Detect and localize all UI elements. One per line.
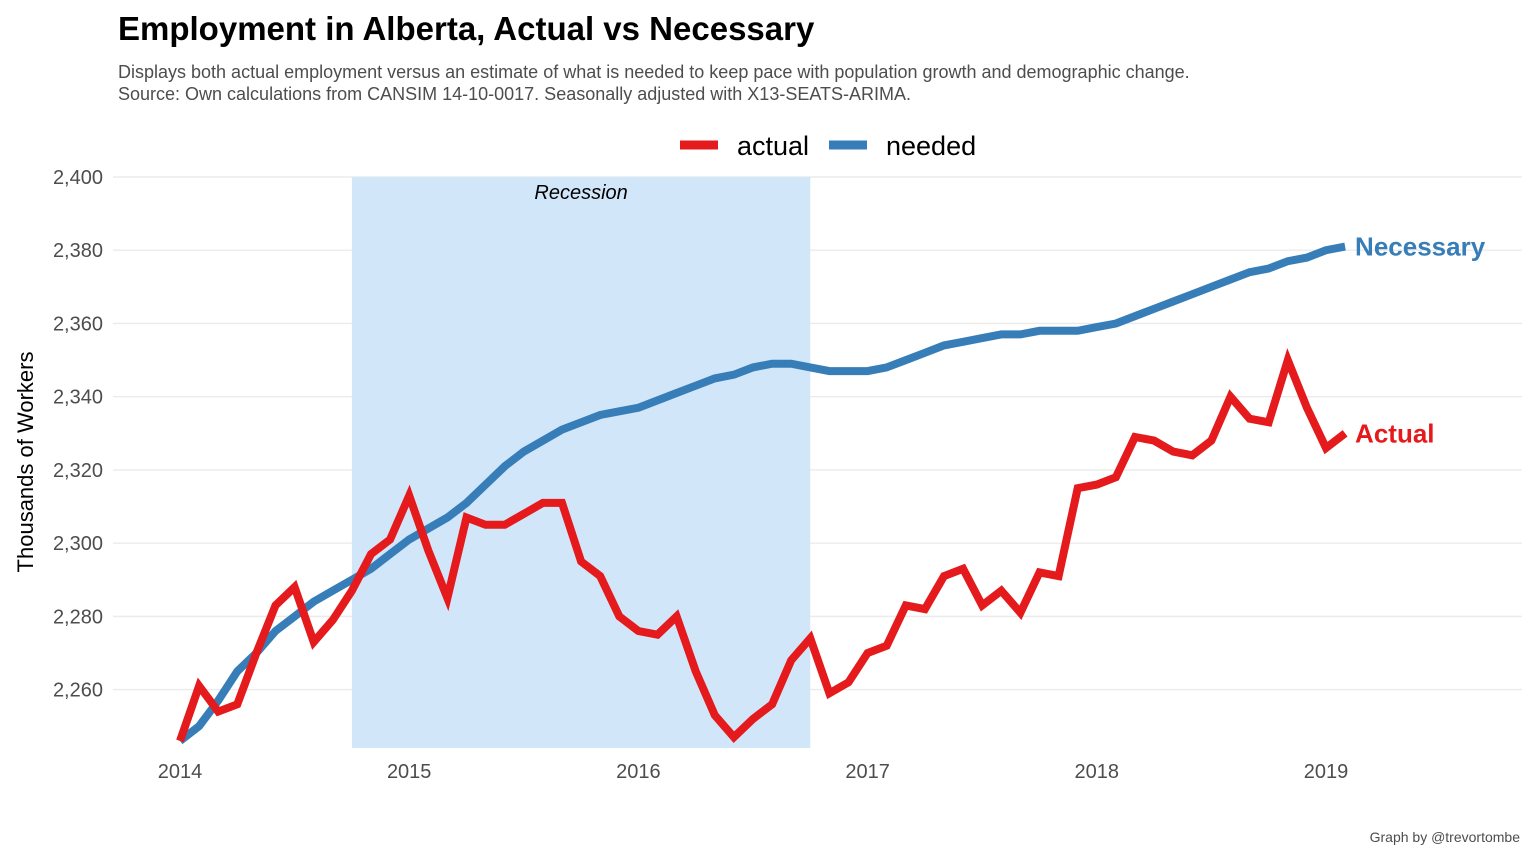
end-label-actual: Actual	[1355, 418, 1434, 448]
x-tick-label: 2018	[1075, 761, 1120, 783]
y-tick-label: 2,400	[53, 167, 103, 189]
series-line-needed	[177, 242, 1346, 745]
series-line-actual	[176, 348, 1348, 743]
x-tick-label: 2019	[1304, 761, 1349, 783]
y-tick-label: 2,260	[53, 680, 103, 702]
legend-label-actual: actual	[737, 131, 809, 161]
y-axis-title: Thousands of Workers	[13, 352, 38, 573]
legend: actual needed	[680, 131, 976, 161]
x-axis-tick-labels: 2014 2015 2016 2017 2018 2019	[158, 761, 1349, 783]
chart-subtitle-source: Source: Own calculations from CANSIM 14-…	[118, 84, 912, 104]
y-tick-label: 2,380	[53, 240, 103, 262]
gridlines	[113, 176, 1522, 691]
y-tick-label: 2,320	[53, 460, 103, 482]
legend-label-needed: needed	[886, 131, 976, 161]
caption: Graph by @trevortombe	[1369, 829, 1520, 845]
x-tick-label: 2017	[845, 761, 890, 783]
chart-title: Employment in Alberta, Actual vs Necessa…	[118, 10, 815, 47]
x-tick-label: 2015	[387, 761, 432, 783]
y-tick-label: 2,280	[53, 606, 103, 628]
x-tick-label: 2016	[616, 761, 661, 783]
recession-band	[351, 177, 811, 748]
series-layer: Necessary Actual	[176, 232, 1486, 745]
recession-band-layer: Recession	[351, 177, 811, 748]
y-tick-label: 2,300	[53, 533, 103, 555]
x-tick-label: 2014	[158, 761, 203, 783]
recession-label: Recession	[534, 182, 627, 204]
chart-subtitle-description: Displays both actual employment versus a…	[118, 62, 1190, 82]
y-axis-tick-labels: 2,260 2,280 2,300 2,320 2,340 2,360 2,380 2,400	[53, 167, 103, 702]
end-label-needed: Necessary	[1355, 232, 1486, 262]
y-tick-label: 2,360	[53, 313, 103, 335]
y-tick-label: 2,340	[53, 387, 103, 409]
